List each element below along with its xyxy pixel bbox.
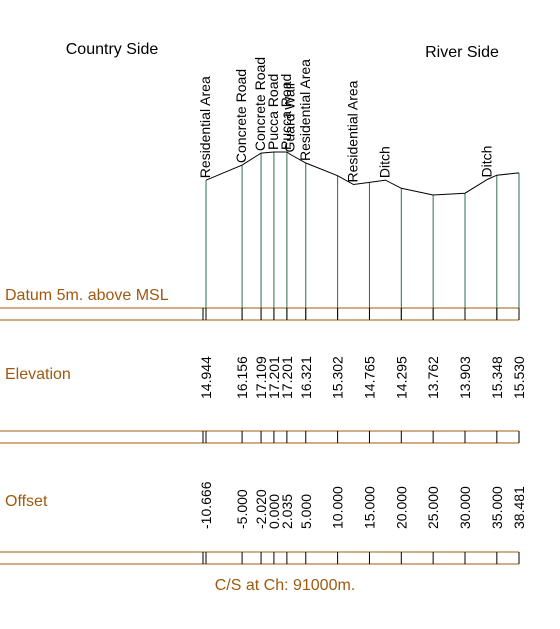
table-frame <box>0 307 519 565</box>
elevation-value: 14.944 <box>198 356 214 399</box>
offset-value: -2.020 <box>253 489 269 529</box>
elevation-value: 17.201 <box>279 356 295 399</box>
datum-label: Datum 5m. above MSL <box>5 287 169 304</box>
elevation-value: 17.201 <box>266 356 282 399</box>
feature-label: Residential Area <box>197 76 213 178</box>
elevation-value: 15.530 <box>511 356 527 399</box>
chainage-caption: C/S at Ch: 91000m. <box>215 577 356 594</box>
feature-label: Ditch <box>376 146 392 178</box>
offset-value: 38.481 <box>511 486 527 529</box>
country-side-label: Country Side <box>66 41 159 58</box>
offset-value: -5.000 <box>234 489 250 529</box>
feature-label: Concrete Road <box>252 57 268 151</box>
offset-value: 10.000 <box>330 486 346 529</box>
offset-value: 0.000 <box>266 494 282 529</box>
elevation-value: 15.302 <box>330 356 346 399</box>
offset-row-label: Offset <box>5 493 48 510</box>
elevation-value: 14.295 <box>393 356 409 399</box>
feature-label: Ditch <box>478 146 494 178</box>
elevation-value: 17.109 <box>253 356 269 399</box>
offset-value: 25.000 <box>425 486 441 529</box>
offset-value: 15.000 <box>362 486 378 529</box>
feature-label: Guard Wall <box>282 83 298 153</box>
offset-value: 2.035 <box>279 494 295 529</box>
feature-labels: Residential Area Concrete Road Concrete Ro… <box>197 57 494 183</box>
ground-profile-line <box>205 151 520 196</box>
offset-value: -10.666 <box>198 481 214 529</box>
offset-value: 20.000 <box>393 486 409 529</box>
river-side-label: River Side <box>425 44 499 61</box>
elevation-value: 14.765 <box>362 356 378 399</box>
feature-label: Residential Area <box>297 59 313 161</box>
feature-label: Pucca Road <box>278 74 294 150</box>
offset-value: 35.000 <box>489 486 505 529</box>
feature-label: Concrete Road <box>233 69 249 163</box>
feature-label: Pucca Road <box>265 74 281 150</box>
elevation-value: 16.156 <box>234 356 250 399</box>
offset-verticals <box>202 152 520 564</box>
elevation-value: 13.762 <box>425 356 441 399</box>
offset-value: 30.000 <box>457 486 473 529</box>
elevation-row-label: Elevation <box>5 366 71 383</box>
elevation-value: 15.348 <box>489 356 505 399</box>
elevation-value: 13.903 <box>457 356 473 399</box>
feature-label: Residential Area <box>345 80 361 182</box>
elevation-value: 16.321 <box>298 356 314 399</box>
offset-value: 5.000 <box>298 494 314 529</box>
